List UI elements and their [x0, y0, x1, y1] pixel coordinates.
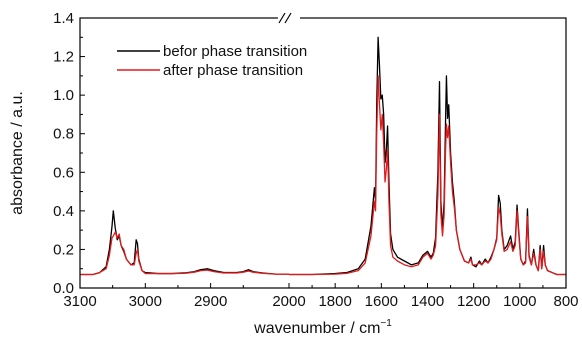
legend-label-before: befor phase transition [163, 43, 307, 60]
y-tick-label: 1.2 [53, 49, 74, 66]
legend-label-after: after phase transition [163, 62, 303, 79]
y-tick-label: 0.4 [53, 203, 74, 220]
axis-break-marker [278, 12, 300, 24]
x-tick-label: 3100 [63, 293, 96, 310]
x-tick-label: 1000 [503, 293, 536, 310]
y-axis-title: absorbance / a.u. [9, 91, 26, 215]
series-line-before-right [289, 36, 566, 276]
x-tick-label: 1600 [365, 293, 398, 310]
series-line-after-right [289, 75, 566, 276]
y-tick-labels: 0.0 0.2 0.4 0.6 0.8 1.0 1.2 1.4 [53, 10, 74, 297]
series-line-after-left [80, 231, 289, 276]
x-tick-label: 800 [553, 293, 578, 310]
y-tick-label: 0.0 [53, 280, 74, 297]
y-tick-label: 1.4 [53, 10, 74, 27]
x-tick-label: 1200 [457, 293, 490, 310]
x-tick-label: 2000 [272, 293, 305, 310]
axis-ticks [79, 17, 567, 289]
x-tick-label: 1800 [318, 293, 351, 310]
y-tick-label: 1.0 [53, 87, 74, 104]
legend: befor phase transition after phase transi… [117, 43, 307, 79]
y-tick-label: 0.8 [53, 126, 74, 143]
x-axis-title-main: wavenumber / cm [253, 320, 380, 337]
x-axis-title: wavenumber / cm−1 [253, 318, 392, 337]
x-axis-title-superscript: −1 [380, 318, 392, 329]
plot-frame [79, 17, 567, 289]
x-tick-labels: 3100 3000 2900 2000 1800 1600 1400 1200 1000 800 [63, 293, 578, 310]
x-tick-label: 3000 [129, 293, 162, 310]
series-layer [80, 36, 566, 276]
x-tick-label: 1400 [411, 293, 444, 310]
y-tick-label: 0.6 [53, 164, 74, 181]
x-tick-label: 2900 [194, 293, 227, 310]
y-tick-label: 0.2 [53, 241, 74, 258]
